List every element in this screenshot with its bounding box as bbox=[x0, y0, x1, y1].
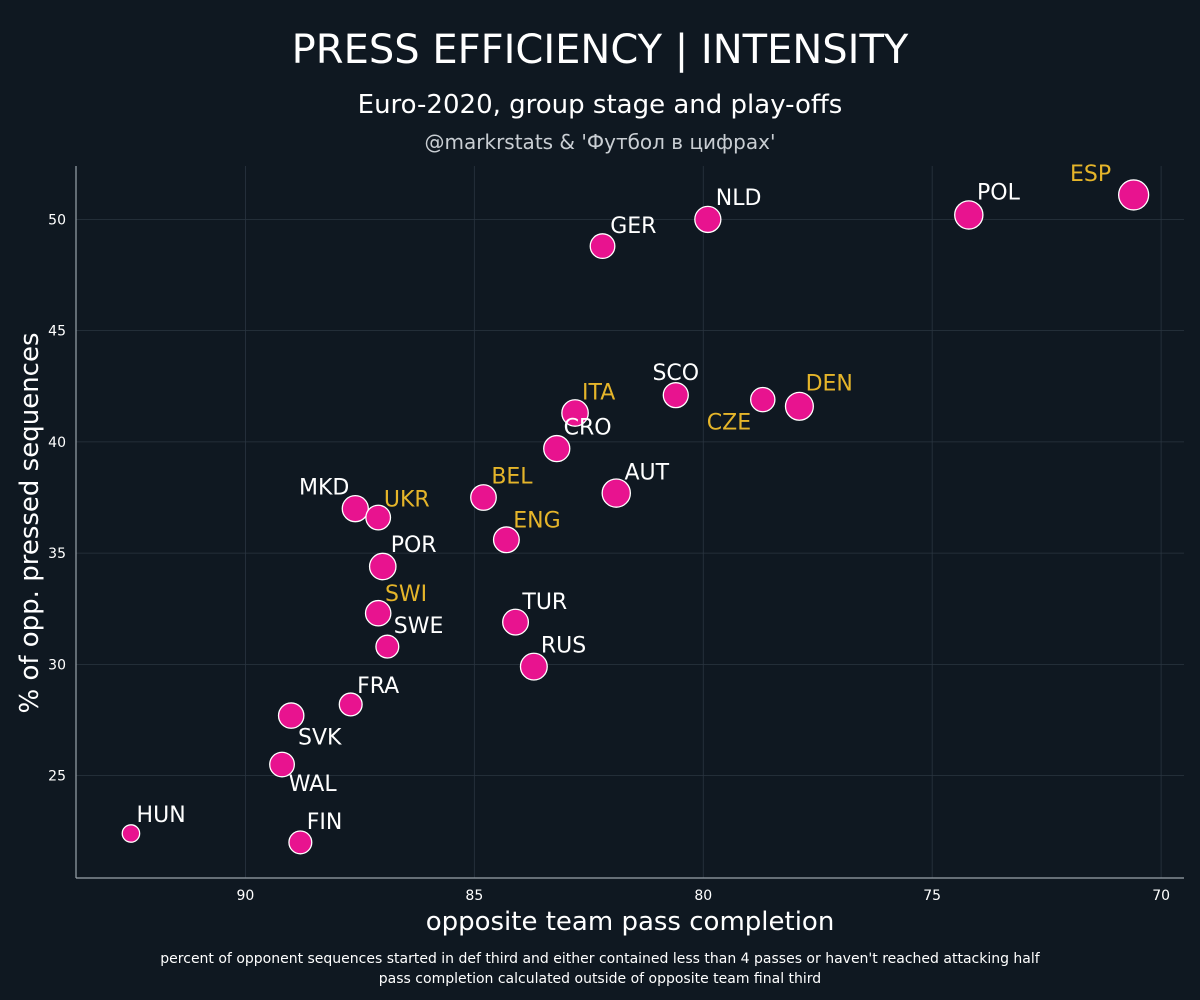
point-label-sco: SCO bbox=[652, 361, 699, 386]
point-label-ukr: UKR bbox=[384, 488, 430, 513]
grid-lines bbox=[76, 166, 1184, 878]
point-esp bbox=[1117, 179, 1150, 211]
x-axis-title: opposite team pass completion bbox=[426, 907, 835, 937]
point-label-ger: GER bbox=[610, 214, 656, 239]
point-fin bbox=[288, 830, 313, 855]
point-fra bbox=[338, 692, 363, 717]
point-den bbox=[784, 391, 814, 421]
y-tick-label: 50 bbox=[48, 212, 66, 228]
y-axis-title: % of opp. pressed sequences bbox=[15, 332, 45, 713]
chart-subtitle: Euro-2020, group stage and play-offs bbox=[358, 90, 843, 120]
point-label-fra: FRA bbox=[357, 674, 399, 699]
x-tick-label: 90 bbox=[236, 888, 254, 904]
point-mkd bbox=[341, 494, 369, 523]
chart-credit: @markrstats & 'Футбол в цифрах' bbox=[425, 130, 776, 154]
x-tick-label: 80 bbox=[694, 888, 712, 904]
point-rus bbox=[519, 652, 548, 681]
point-ger bbox=[589, 233, 616, 260]
point-labels: ESP POL NLD GER SCO CZE DEN ITA CRO AUT BEL MKD UKR E… bbox=[137, 162, 1112, 835]
chart-title: PRESS EFFICIENCY | INTENSITY bbox=[292, 27, 909, 73]
point-label-nld: NLD bbox=[716, 186, 762, 211]
point-label-cze: CZE bbox=[707, 410, 751, 435]
point-pol bbox=[954, 200, 984, 230]
point-por bbox=[368, 552, 397, 581]
point-hun bbox=[121, 824, 141, 843]
point-eng bbox=[492, 526, 520, 554]
y-tick-label: 35 bbox=[48, 546, 66, 562]
footnote-line-1: percent of opponent sequences started in… bbox=[160, 951, 1040, 967]
y-tick-label: 40 bbox=[48, 435, 66, 451]
point-label-wal: WAL bbox=[289, 772, 338, 797]
point-label-cro: CRO bbox=[564, 415, 612, 440]
y-tick-label: 45 bbox=[48, 324, 66, 340]
point-label-tur: TUR bbox=[521, 590, 567, 615]
point-ukr bbox=[365, 504, 392, 531]
point-label-den: DEN bbox=[806, 372, 853, 397]
point-bel bbox=[470, 484, 497, 511]
x-tick-label: 70 bbox=[1152, 888, 1170, 904]
point-swi bbox=[364, 599, 392, 627]
point-label-aut: AUT bbox=[624, 460, 669, 485]
data-points bbox=[121, 179, 1150, 855]
point-label-hun: HUN bbox=[137, 803, 186, 828]
point-wal bbox=[269, 751, 295, 778]
point-aut bbox=[601, 478, 632, 508]
footnote-line-2: pass completion calculated outside of op… bbox=[379, 971, 821, 987]
x-tick-label: 75 bbox=[923, 888, 941, 904]
y-tick-label: 25 bbox=[48, 769, 66, 785]
point-cro bbox=[543, 434, 571, 463]
point-label-rus: RUS bbox=[541, 633, 586, 658]
y-tick-label: 30 bbox=[48, 657, 66, 673]
point-label-swe: SWE bbox=[394, 614, 444, 639]
tick-labels: 90 85 80 75 70 25 30 35 40 45 50 bbox=[48, 212, 1170, 904]
point-label-bel: BEL bbox=[491, 464, 533, 489]
point-ita bbox=[561, 399, 589, 427]
point-label-fin: FIN bbox=[307, 810, 343, 835]
point-swe bbox=[375, 634, 400, 659]
point-label-por: POR bbox=[391, 533, 437, 558]
point-cze bbox=[750, 386, 776, 413]
point-tur bbox=[502, 608, 530, 636]
point-label-pol: POL bbox=[977, 180, 1021, 205]
point-svk bbox=[277, 702, 305, 729]
point-label-mkd: MKD bbox=[299, 475, 349, 500]
point-label-swi: SWI bbox=[385, 582, 427, 607]
axes bbox=[75, 166, 1184, 879]
point-sco bbox=[662, 382, 689, 409]
point-nld bbox=[694, 205, 722, 234]
x-tick-label: 85 bbox=[465, 888, 483, 904]
point-label-esp: ESP bbox=[1070, 162, 1111, 187]
point-label-eng: ENG bbox=[513, 509, 560, 534]
point-label-svk: SVK bbox=[298, 725, 342, 750]
point-label-ita: ITA bbox=[582, 381, 615, 406]
